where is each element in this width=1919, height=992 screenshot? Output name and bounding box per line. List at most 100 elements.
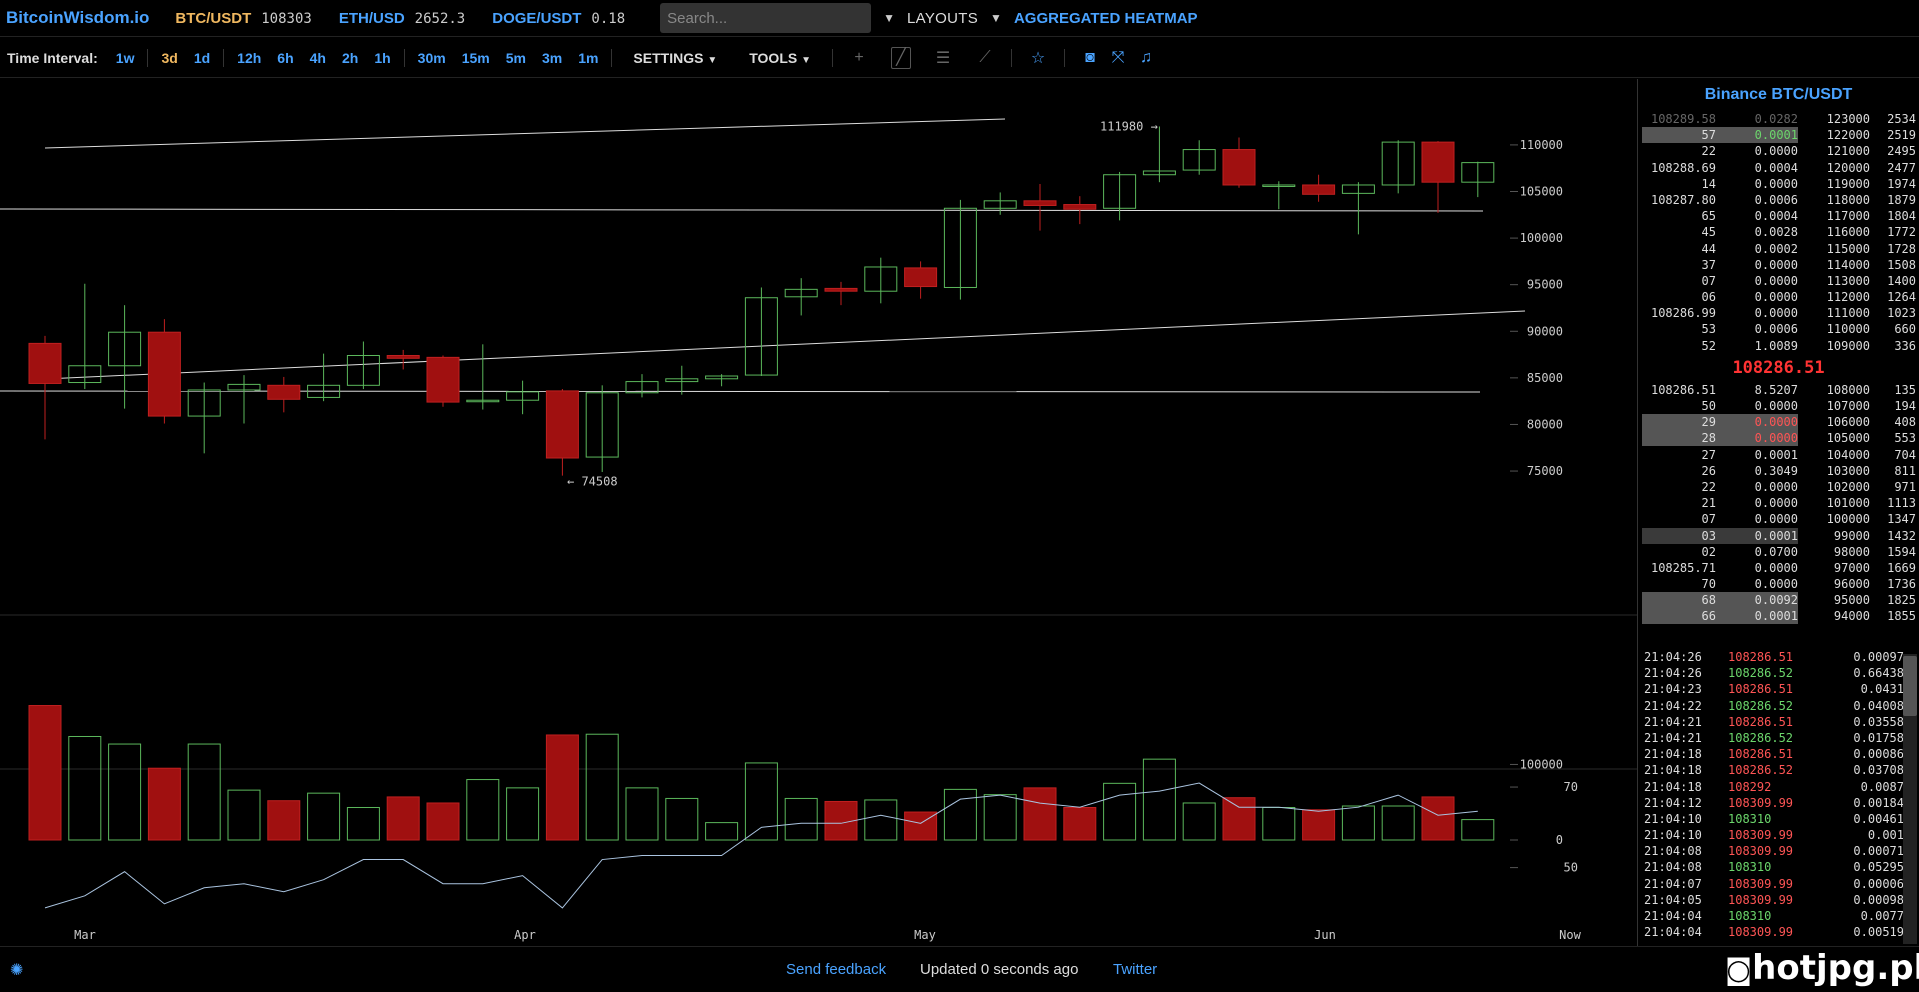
volume-bar	[1142, 758, 1176, 841]
trades-scrollbar[interactable]	[1903, 654, 1917, 944]
bell-icon[interactable]: ♫	[1140, 48, 1152, 66]
x-tick-label: Jun	[1314, 928, 1336, 942]
orderbook-row[interactable]: 108285.71 0.0000 97000 1669	[1638, 560, 1919, 576]
ob-amount: 0.0001	[1754, 609, 1798, 624]
volume-bar	[68, 735, 102, 841]
trade-amount: 0.00071	[1853, 844, 1904, 859]
orderbook-row[interactable]: 108289.58 0.0282 123000 2534	[1638, 111, 1919, 127]
orderbook-row[interactable]: 07 0.0000 113000 1400	[1638, 273, 1919, 289]
orderbook-row[interactable]: 44 0.0002 115000 1728	[1638, 241, 1919, 257]
settings-menu[interactable]: SETTINGS ▼	[633, 50, 717, 66]
ob-total: 408	[1894, 415, 1916, 430]
orderbook-row[interactable]: 57 0.0001 122000 2519	[1638, 127, 1919, 144]
interval-2h[interactable]: 2h	[341, 49, 359, 66]
interval-3m[interactable]: 3m	[541, 49, 563, 66]
orderbook-row[interactable]: 108287.80 0.0006 118000 1879	[1638, 192, 1919, 208]
chevron-down-icon[interactable]: ▼	[883, 11, 896, 25]
orderbook-title[interactable]: Binance BTC/USDT	[1704, 86, 1853, 103]
ticker-pair[interactable]: BTC/USDT	[175, 9, 252, 27]
time-axis: Mar Apr May Jun Now	[74, 928, 1581, 942]
search-input[interactable]	[660, 3, 872, 33]
orderbook-row[interactable]: 45 0.0028 116000 1772	[1638, 224, 1919, 240]
tools-menu[interactable]: TOOLS ▼	[749, 50, 811, 66]
orderbook-row[interactable]: 21 0.0000 101000 1113	[1638, 495, 1919, 511]
interval-15m[interactable]: 15m	[461, 49, 490, 66]
interval-1d[interactable]: 1d	[193, 49, 211, 66]
interval-1m[interactable]: 1m	[578, 49, 599, 66]
ob-amount: 0.0000	[1754, 431, 1798, 446]
trades-scroll-thumb[interactable]	[1903, 656, 1917, 716]
crosshair-icon[interactable]: +	[854, 48, 864, 66]
candles	[28, 126, 1495, 476]
trade-time: 21:04:04	[1644, 925, 1702, 940]
logo[interactable]: BitcoinWisdom.io	[6, 8, 150, 27]
ticker-pair[interactable]: DOGE/USDT	[492, 9, 582, 27]
ob-level: 97000	[1833, 560, 1870, 575]
ticker-pair[interactable]: ETH/USD	[338, 9, 405, 27]
star-icon[interactable]: ☆	[1030, 49, 1046, 67]
ob-price: 108287.80	[1650, 192, 1716, 207]
fan-icon[interactable]: ⟋	[979, 48, 991, 66]
trendline-icon[interactable]: ╱	[891, 46, 911, 69]
candle-body	[665, 378, 699, 383]
orderbook-row[interactable]: 68 0.0092 95000 1825	[1638, 592, 1919, 609]
volume-bar	[983, 794, 1017, 841]
orderbook-row[interactable]: 22 0.0000 102000 971	[1638, 479, 1919, 495]
horizontal-lines-icon[interactable]: ☰	[935, 49, 951, 67]
ob-price: 14	[1701, 176, 1716, 191]
volume-bar	[744, 762, 778, 841]
interval-6h[interactable]: 6h	[277, 49, 294, 66]
orderbook-row[interactable]: 07 0.0000 100000 1347	[1638, 511, 1919, 527]
candle-body	[705, 375, 739, 380]
orderbook-row[interactable]: 29 0.0000 106000 408	[1638, 414, 1919, 431]
orderbook-row[interactable]: 108286.51 8.5207 108000 135	[1638, 382, 1919, 398]
trade-row: 21:04:05 108309.99 0.00098	[1638, 892, 1919, 908]
gear-icon[interactable]: ✺	[10, 961, 24, 979]
orderbook-row[interactable]: 52 1.0089 109000 336	[1638, 338, 1919, 354]
orderbook-row[interactable]: 70 0.0000 96000 1736	[1638, 576, 1919, 592]
ob-price: 65	[1701, 209, 1716, 224]
chart-area[interactable]: 110000 105000 100000 95000 90000 85000 80000 75…	[0, 79, 1637, 946]
interval-4h[interactable]: 4h	[309, 49, 326, 66]
trade-price: 108309.99	[1728, 876, 1794, 891]
y-tick-label: 85000	[1527, 371, 1563, 385]
orderbook-row[interactable]: 66 0.0001 94000 1855	[1638, 608, 1919, 625]
trade-amount: 0.0431	[1860, 682, 1904, 697]
orderbook-row[interactable]: 22 0.0000 121000 2495	[1638, 143, 1919, 159]
ticker-doge[interactable]: DOGE/USDT 0.18	[492, 10, 625, 27]
interval-1w[interactable]: 1w	[115, 49, 135, 66]
orderbook-row[interactable]: 108288.69 0.0004 120000 2477	[1638, 160, 1919, 176]
orderbook-row[interactable]: 53 0.0006 110000 660	[1638, 321, 1919, 337]
drawn-trendlines[interactable]	[0, 118, 1526, 393]
interval-3d[interactable]: 3d	[161, 49, 178, 66]
orderbook-row[interactable]: 27 0.0001 104000 704	[1638, 447, 1919, 463]
fullscreen-icon[interactable]: ⤧	[1111, 48, 1125, 66]
ob-total: 1023	[1887, 306, 1916, 321]
orderbook-row[interactable]: 14 0.0000 119000 1974	[1638, 176, 1919, 192]
orderbook-row[interactable]: 37 0.0000 114000 1508	[1638, 257, 1919, 273]
aggregated-heatmap-link[interactable]: AGGREGATED HEATMAP	[1013, 9, 1198, 27]
layouts-menu[interactable]: LAYOUTS	[907, 9, 979, 27]
interval-30m[interactable]: 30m	[417, 49, 446, 66]
orderbook-row[interactable]: 03 0.0001 99000 1432	[1638, 527, 1919, 544]
ob-level: 106000	[1826, 415, 1870, 430]
orderbook-row[interactable]: 65 0.0004 117000 1804	[1638, 208, 1919, 224]
price-chart[interactable]: 110000 105000 100000 95000 90000 85000 80000 75…	[0, 79, 1637, 946]
ticker-eth[interactable]: ETH/USD 2652.3	[339, 10, 465, 27]
send-feedback-link[interactable]: Send feedback	[786, 961, 887, 978]
ticker-btc[interactable]: BTC/USDT 108303	[175, 10, 311, 27]
volume-tick-label: 0	[1556, 833, 1563, 847]
orderbook-row[interactable]: 28 0.0000 105000 553	[1638, 430, 1919, 447]
chevron-down-icon[interactable]: ▼	[990, 11, 1002, 25]
orderbook-row[interactable]: 108286.99 0.0000 111000 1023	[1638, 305, 1919, 321]
candle-body	[1421, 141, 1455, 183]
interval-1h[interactable]: 1h	[374, 49, 391, 66]
orderbook-row[interactable]: 02 0.0700 98000 1594	[1638, 544, 1919, 560]
orderbook-row[interactable]: 26 0.3049 103000 811	[1638, 463, 1919, 479]
interval-12h[interactable]: 12h	[237, 49, 262, 66]
interval-5m[interactable]: 5m	[505, 49, 526, 66]
camera-icon[interactable]: ◙	[1085, 48, 1095, 66]
orderbook-row[interactable]: 50 0.0000 107000 194	[1638, 398, 1919, 414]
twitter-link[interactable]: Twitter	[1113, 961, 1158, 978]
orderbook-row[interactable]: 06 0.0000 112000 1264	[1638, 289, 1919, 305]
